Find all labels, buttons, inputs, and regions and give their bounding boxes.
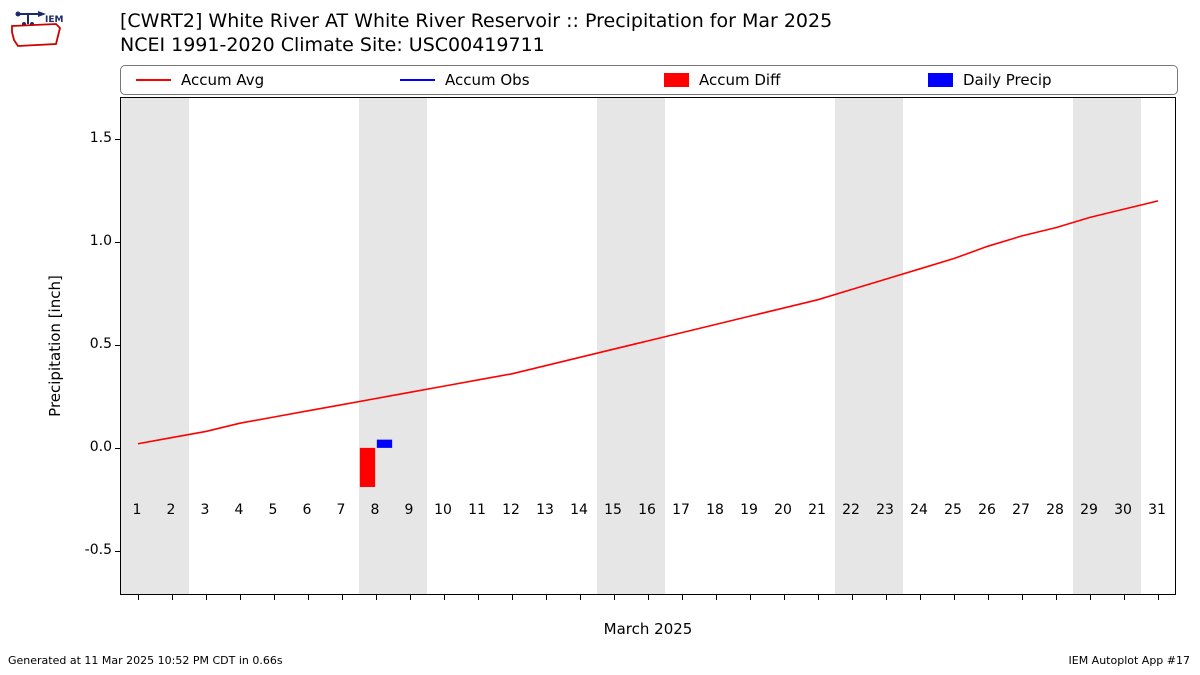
x-tick (1056, 594, 1057, 600)
svg-text:IEM: IEM (45, 15, 63, 25)
x-tick (274, 594, 275, 600)
x-tick (954, 594, 955, 600)
x-tick (342, 594, 343, 600)
x-tick (410, 594, 411, 600)
title-line-1: [CWRT2] White River AT White River Reser… (120, 10, 832, 34)
x-tick-label: 14 (570, 502, 588, 518)
title-line-2: NCEI 1991-2020 Climate Site: USC00419711 (120, 34, 832, 58)
y-tick (115, 242, 121, 243)
x-tick (512, 594, 513, 600)
x-tick-label: 5 (269, 502, 278, 518)
x-tick-label: 20 (774, 502, 792, 518)
legend: Accum Avg Accum Obs Accum Diff Daily Pre… (120, 65, 1178, 95)
x-tick (240, 594, 241, 600)
legend-accum-avg: Accum Avg (121, 71, 385, 89)
x-tick-label: 25 (944, 502, 962, 518)
legend-label: Daily Precip (963, 71, 1052, 89)
x-tick-label: 3 (201, 502, 210, 518)
iem-logo: IEM (8, 6, 63, 48)
accum-avg-line (138, 201, 1158, 444)
y-tick-label: 0.5 (62, 336, 112, 352)
chart-title: [CWRT2] White River AT White River Reser… (120, 10, 832, 58)
x-tick-label: 28 (1046, 502, 1064, 518)
x-tick-label: 27 (1012, 502, 1030, 518)
x-tick (648, 594, 649, 600)
plot-area (120, 97, 1176, 595)
x-tick-label: 12 (502, 502, 520, 518)
x-tick (818, 594, 819, 600)
x-tick (546, 594, 547, 600)
x-tick (1158, 594, 1159, 600)
x-tick-label: 30 (1114, 502, 1132, 518)
x-tick (716, 594, 717, 600)
x-tick (1124, 594, 1125, 600)
x-tick-label: 16 (638, 502, 656, 518)
x-tick-label: 2 (167, 502, 176, 518)
x-tick (206, 594, 207, 600)
x-tick-label: 1 (133, 502, 142, 518)
y-tick-label: 1.5 (62, 130, 112, 146)
x-tick-label: 8 (371, 502, 380, 518)
x-tick (172, 594, 173, 600)
x-tick-label: 19 (740, 502, 758, 518)
x-tick (988, 594, 989, 600)
x-tick (308, 594, 309, 600)
x-tick-label: 18 (706, 502, 724, 518)
x-tick-label: 4 (235, 502, 244, 518)
x-tick (444, 594, 445, 600)
y-tick-label: 0.0 (62, 439, 112, 455)
series-svg (121, 98, 1175, 594)
legend-daily-precip: Daily Precip (913, 71, 1177, 89)
x-tick-label: 17 (672, 502, 690, 518)
x-tick-label: 9 (405, 502, 414, 518)
accum-diff-bar (360, 448, 375, 487)
legend-accum-obs: Accum Obs (385, 71, 649, 89)
y-tick (115, 139, 121, 140)
x-tick (614, 594, 615, 600)
x-tick-label: 26 (978, 502, 996, 518)
x-tick-label: 7 (337, 502, 346, 518)
x-tick (682, 594, 683, 600)
y-tick (115, 345, 121, 346)
x-tick (376, 594, 377, 600)
legend-label: Accum Avg (181, 71, 264, 89)
x-tick (478, 594, 479, 600)
x-tick-label: 10 (434, 502, 452, 518)
x-tick-label: 6 (303, 502, 312, 518)
y-tick (115, 551, 121, 552)
x-tick (886, 594, 887, 600)
x-tick-label: 24 (910, 502, 928, 518)
x-tick-label: 13 (536, 502, 554, 518)
legend-label: Accum Diff (699, 71, 780, 89)
footer-right: IEM Autoplot App #17 (1069, 654, 1191, 667)
x-tick (1022, 594, 1023, 600)
y-tick-label: 1.0 (62, 233, 112, 249)
x-tick-label: 15 (604, 502, 622, 518)
x-tick (1090, 594, 1091, 600)
x-axis-label: March 2025 (604, 620, 693, 638)
x-tick (920, 594, 921, 600)
x-tick-label: 11 (468, 502, 486, 518)
x-tick-label: 21 (808, 502, 826, 518)
footer-left: Generated at 11 Mar 2025 10:52 PM CDT in… (8, 654, 283, 667)
x-tick (852, 594, 853, 600)
x-tick (138, 594, 139, 600)
x-tick (580, 594, 581, 600)
x-tick-label: 23 (876, 502, 894, 518)
x-tick-label: 22 (842, 502, 860, 518)
y-tick (115, 448, 121, 449)
legend-accum-diff: Accum Diff (649, 71, 913, 89)
x-tick (750, 594, 751, 600)
legend-label: Accum Obs (445, 71, 530, 89)
x-tick-label: 29 (1080, 502, 1098, 518)
daily-precip-bar (377, 440, 392, 448)
x-tick-label: 31 (1148, 502, 1166, 518)
y-tick-label: -0.5 (62, 542, 112, 558)
x-tick (784, 594, 785, 600)
